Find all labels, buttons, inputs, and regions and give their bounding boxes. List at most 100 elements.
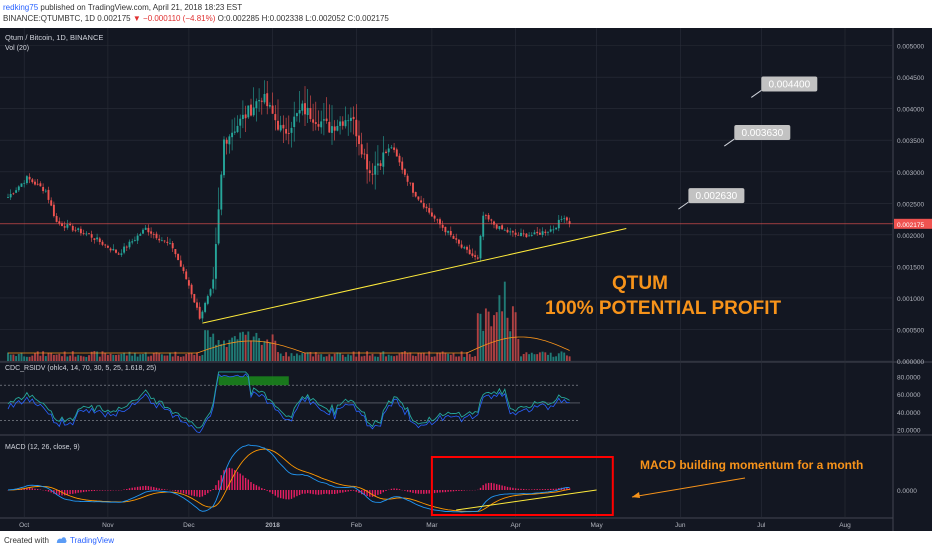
volume-bar bbox=[136, 356, 139, 361]
macd-arrow-line bbox=[631, 477, 746, 498]
candle-body bbox=[214, 244, 217, 279]
macd-histogram-bar bbox=[58, 490, 60, 496]
candle-body bbox=[250, 104, 252, 116]
macd-histogram-bar bbox=[50, 490, 52, 493]
volume-bar bbox=[336, 352, 339, 361]
candle-body bbox=[565, 217, 568, 221]
volume-bar bbox=[509, 331, 512, 361]
chart-area[interactable]: 0.002175 0.004400 0.003630 0.002630 0.00500… bbox=[0, 28, 932, 531]
candle-body bbox=[525, 233, 528, 238]
volume-bar bbox=[331, 356, 333, 361]
candle-body bbox=[34, 181, 36, 185]
volume-bar bbox=[358, 351, 360, 361]
macd-histogram-bar bbox=[555, 488, 557, 490]
price-change: −0.000110 (−4.81%) bbox=[143, 14, 216, 23]
candle-body bbox=[484, 215, 487, 216]
volume-bar bbox=[560, 351, 563, 361]
volume-bar bbox=[123, 352, 126, 361]
candle-body bbox=[309, 108, 312, 119]
candle-body bbox=[382, 152, 385, 167]
volume-bar bbox=[125, 355, 128, 361]
chart-svg[interactable]: 0.002175 0.004400 0.003630 0.002630 0.00500… bbox=[0, 28, 932, 531]
candle-body bbox=[336, 125, 339, 131]
volume-bar bbox=[117, 354, 120, 361]
macd-histogram-bar bbox=[533, 489, 536, 490]
macd-histogram-bar bbox=[158, 488, 160, 490]
candle-body bbox=[247, 105, 250, 118]
candle-body bbox=[25, 176, 28, 184]
volume-bar bbox=[517, 339, 520, 361]
macd-histogram-bar bbox=[226, 468, 228, 490]
volume-bar bbox=[290, 353, 293, 361]
candle-body bbox=[328, 121, 331, 133]
volume-bar bbox=[425, 355, 428, 361]
candle-body bbox=[509, 231, 512, 233]
macd-histogram-bar bbox=[568, 488, 571, 490]
macd-tick-label: 0.0000 bbox=[897, 488, 917, 495]
candle-body bbox=[142, 229, 144, 234]
tradingview-link[interactable]: TradingView bbox=[70, 536, 115, 545]
volume-bar bbox=[514, 312, 517, 361]
macd-histogram-bar bbox=[328, 490, 330, 495]
author-link[interactable]: redking75 bbox=[3, 3, 39, 12]
volume-bar bbox=[349, 355, 352, 361]
candle-body bbox=[290, 127, 293, 133]
macd-histogram-bar bbox=[145, 485, 147, 490]
macd-histogram-bar bbox=[296, 490, 298, 497]
candle-body bbox=[420, 200, 423, 203]
candle-body bbox=[263, 94, 266, 103]
volume-bar bbox=[549, 352, 552, 361]
candle-body bbox=[88, 233, 90, 235]
candle-body bbox=[90, 234, 93, 238]
candle-body bbox=[277, 120, 279, 130]
time-tick-label: Jun bbox=[675, 522, 686, 529]
candle-body bbox=[395, 149, 398, 157]
target-pointer bbox=[724, 138, 735, 147]
volume-bar bbox=[511, 306, 514, 361]
candle-body bbox=[61, 223, 63, 226]
candle-body bbox=[106, 245, 109, 248]
macd-histogram-bar bbox=[544, 489, 546, 490]
candle-body bbox=[117, 253, 120, 255]
volume-bar bbox=[63, 351, 66, 361]
macd-histogram-bar bbox=[239, 473, 241, 490]
volume-bar bbox=[293, 355, 296, 361]
candle-body bbox=[279, 125, 282, 131]
candle-body bbox=[12, 193, 15, 195]
candle-body bbox=[255, 101, 258, 109]
candle-body bbox=[314, 122, 317, 124]
volume-bar bbox=[241, 331, 244, 361]
volume-bar bbox=[206, 330, 209, 361]
macd-histogram-bar bbox=[366, 490, 368, 497]
volume-bar bbox=[314, 352, 317, 361]
macd-histogram-bar bbox=[180, 490, 182, 493]
candle-body bbox=[20, 183, 23, 187]
volume-bar bbox=[487, 311, 490, 361]
volume-bar bbox=[15, 356, 18, 361]
volume-bar bbox=[368, 355, 371, 361]
volume-bar bbox=[258, 338, 261, 361]
volume-bar bbox=[436, 352, 439, 361]
macd-label: MACD (12, 26, close, 9) bbox=[5, 444, 80, 451]
macd-histogram-bar bbox=[304, 490, 306, 494]
volume-bar bbox=[220, 344, 223, 361]
volume-bar bbox=[158, 353, 161, 361]
candle-body bbox=[430, 212, 433, 217]
volume-bar bbox=[106, 355, 109, 361]
volume-bar bbox=[193, 355, 196, 361]
candle-body bbox=[196, 302, 198, 308]
volume-bar bbox=[204, 330, 207, 361]
candle-body bbox=[66, 224, 69, 228]
candle-body bbox=[476, 257, 479, 259]
macd-histogram-bar bbox=[37, 489, 39, 490]
macd-histogram-bar bbox=[74, 490, 77, 494]
volume-bar bbox=[112, 354, 115, 361]
candle-body bbox=[447, 231, 450, 233]
macd-histogram-bar bbox=[72, 490, 74, 494]
candle-body bbox=[282, 124, 285, 129]
candle-body bbox=[368, 170, 371, 174]
macd-histogram-bar bbox=[506, 486, 509, 490]
candle-body bbox=[374, 165, 377, 175]
headline-line-2: 100% POTENTIAL PROFIT bbox=[545, 298, 782, 319]
published-text: published on TradingView.com, April 21, … bbox=[40, 3, 243, 12]
